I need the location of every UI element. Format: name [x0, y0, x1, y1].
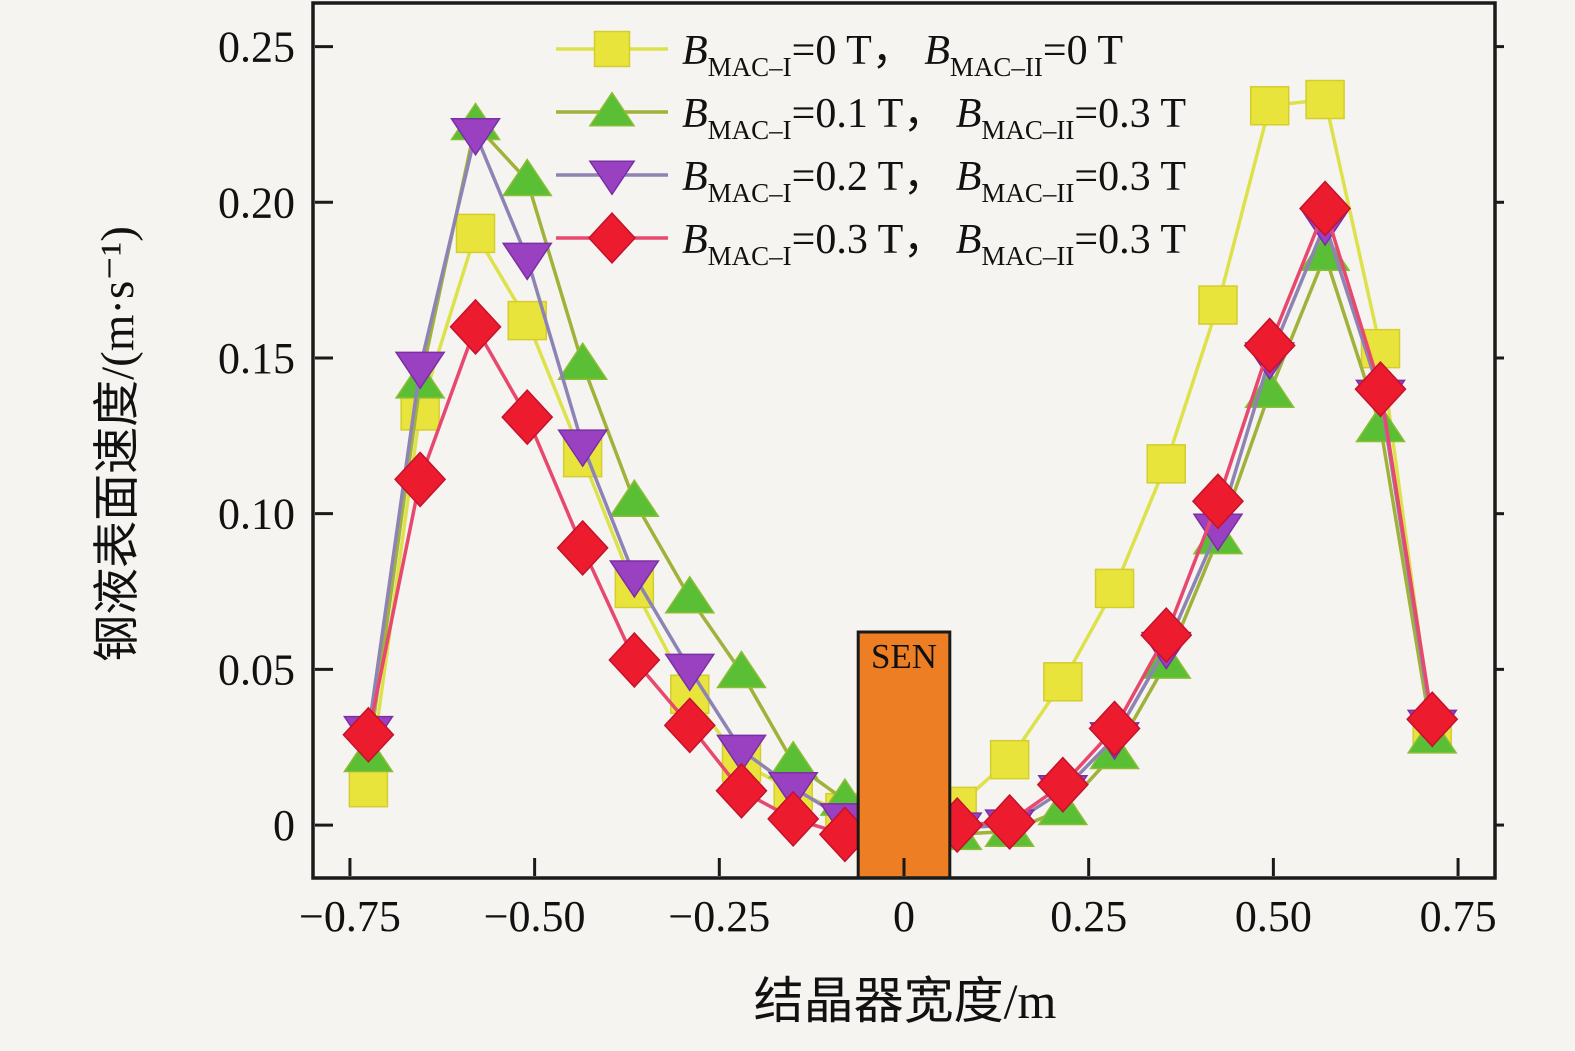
- triangle-down-marker: [664, 653, 716, 692]
- triangle-up-marker: [664, 575, 716, 614]
- diamond-marker: [1036, 756, 1089, 813]
- diamond-marker: [1354, 361, 1407, 418]
- diamond-marker: [394, 451, 447, 508]
- diamond-marker: [1243, 317, 1296, 374]
- triangle-down-marker: [716, 734, 767, 773]
- triangle-down-marker: [501, 242, 553, 281]
- square-marker: [1146, 444, 1187, 484]
- square-marker: [455, 213, 496, 254]
- square-marker: [1043, 662, 1083, 702]
- triangle-up-marker: [501, 158, 553, 197]
- x-tick-label: 0.25: [1050, 892, 1127, 941]
- square-marker: [593, 30, 631, 68]
- triangle-down-marker: [394, 351, 446, 390]
- legend-item-bmac1-0t-bmac2-0t: BMAC–I=0 T， BMAC–II=0 T: [556, 28, 1123, 82]
- y-tick-label: 0: [273, 801, 295, 850]
- y-tick-label: 0.05: [218, 645, 295, 694]
- plot-border: [311, 1, 1497, 880]
- square-marker: [1249, 86, 1290, 126]
- square-marker: [989, 739, 1030, 780]
- triangle-down-marker: [450, 118, 501, 157]
- diamond-marker: [608, 631, 661, 689]
- legend-label: BMAC–I=0 T， BMAC–II=0 T: [682, 28, 1123, 82]
- x-tick-label: −0.75: [299, 892, 401, 941]
- series-bmac1-03t-bmac2-03t: [342, 180, 1459, 869]
- diamond-marker: [1140, 607, 1193, 664]
- legend-item-bmac1-02t-bmac2-03t: BMAC–I=0.2 T， BMAC–II=0.3 T: [556, 154, 1186, 208]
- y-tick-label: 0.25: [218, 23, 295, 72]
- diamond-marker: [1406, 691, 1459, 748]
- x-tick-label: 0.50: [1235, 892, 1312, 941]
- x-axis-title: 结晶器宽度/m: [753, 973, 1057, 1029]
- legend-label: BMAC–I=0.3 T， BMAC–II=0.3 T: [682, 217, 1186, 271]
- y-tick-label: 0.10: [218, 490, 295, 539]
- x-tick-label: 0.75: [1420, 892, 1497, 941]
- diamond-marker: [1191, 473, 1244, 530]
- sen-box: SEN: [856, 630, 952, 880]
- sen-rect: [856, 630, 952, 880]
- x-tick-label: −0.50: [484, 892, 586, 941]
- triangle-down-marker: [557, 429, 609, 468]
- diamond-marker: [767, 790, 820, 847]
- triangle-down-marker: [588, 160, 636, 196]
- diamond-marker: [556, 519, 609, 577]
- square-marker: [348, 767, 389, 808]
- triangle-up-marker: [716, 650, 767, 689]
- triangle-down-marker: [608, 560, 660, 599]
- legend-item-bmac1-03t-bmac2-03t: BMAC–I=0.3 T， BMAC–II=0.3 T: [556, 212, 1186, 271]
- triangle-up-marker: [557, 341, 609, 380]
- x-tick-label: 0: [893, 892, 915, 941]
- diamond-marker: [501, 389, 554, 446]
- diamond-marker: [1088, 700, 1141, 757]
- axis-ticks: −0.75 −0.50 −0.25 0 0.25 0.50 0.75 0 0.05 0.10 0.1…: [218, 23, 1504, 941]
- diamond-marker: [1299, 180, 1352, 237]
- legend-item-bmac1-01t-bmac2-03t: BMAC–I=0.1 T， BMAC–II=0.3 T: [556, 91, 1186, 145]
- square-marker: [1094, 568, 1135, 609]
- diamond-marker: [449, 298, 502, 355]
- x-tick-label: −0.25: [668, 892, 770, 941]
- diamond-marker: [663, 697, 716, 754]
- diamond-marker: [587, 212, 637, 264]
- legend-label: BMAC–I=0.1 T， BMAC–II=0.3 T: [682, 91, 1186, 145]
- square-marker: [1198, 285, 1238, 325]
- triangle-down-marker: [767, 771, 819, 811]
- diamond-marker: [715, 762, 768, 819]
- square-marker: [1305, 79, 1345, 120]
- y-axis-title: 钢液表面速度/(m·s⁻¹): [92, 226, 144, 662]
- y-tick-label: 0.20: [218, 178, 295, 227]
- sen-label: SEN: [871, 637, 937, 676]
- triangle-up-marker: [608, 478, 660, 517]
- diamond-marker: [342, 706, 395, 763]
- triangle-up-marker: [588, 91, 636, 127]
- triangle-up-marker: [1355, 404, 1406, 443]
- y-tick-label: 0.15: [218, 334, 295, 383]
- legend-label: BMAC–I=0.2 T， BMAC–II=0.3 T: [682, 154, 1186, 208]
- diamond-marker: [983, 793, 1036, 851]
